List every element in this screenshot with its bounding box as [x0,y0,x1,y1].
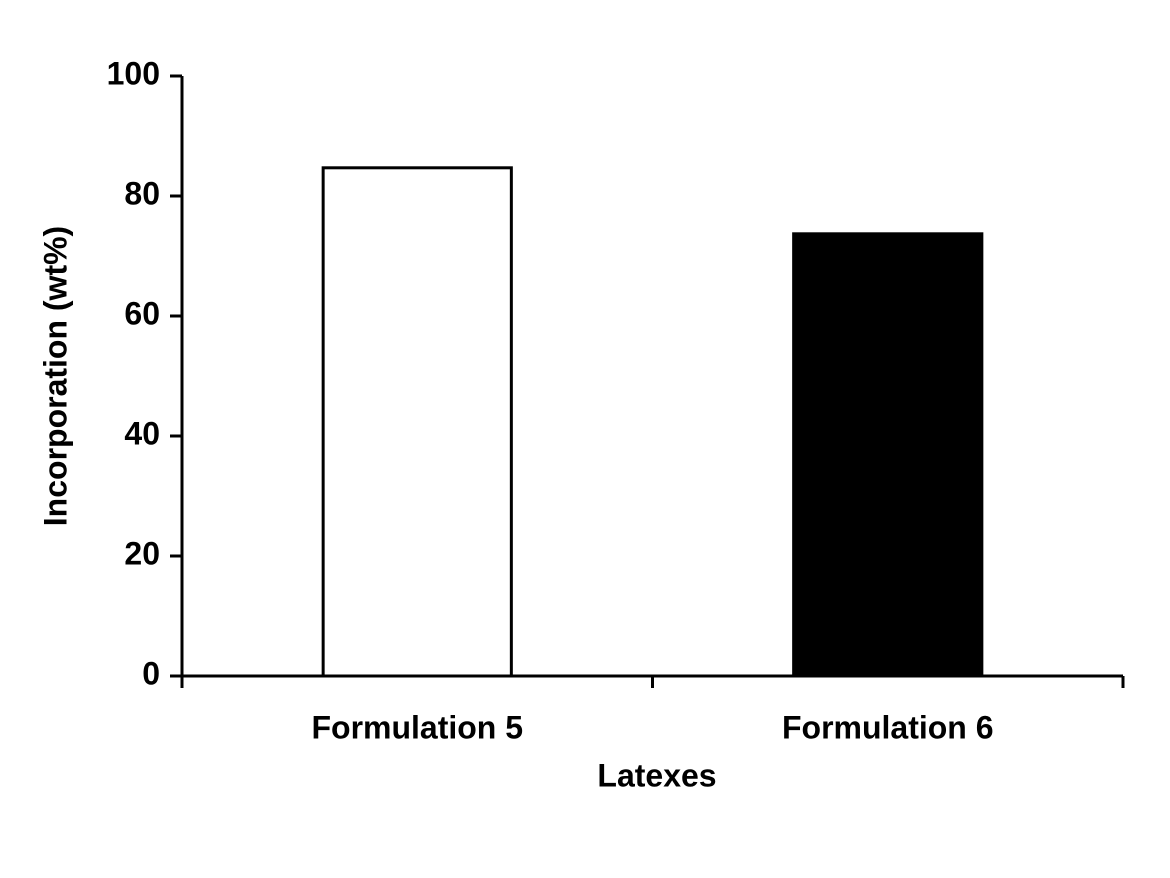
y-tick-label: 0 [142,655,160,691]
y-tick-label: 60 [124,295,160,331]
x-tick-label: Formulation 6 [782,709,994,745]
y-tick-label: 100 [107,55,160,91]
y-tick-label: 80 [124,175,160,211]
y-tick-label: 40 [124,415,160,451]
x-tick-label: Formulation 5 [311,709,523,745]
y-tick-label: 20 [124,535,160,571]
bar [792,232,984,678]
y-axis-title: Incorporation (wt%) [37,226,73,526]
x-axis-title: Latexes [597,757,716,793]
bar [321,166,513,678]
